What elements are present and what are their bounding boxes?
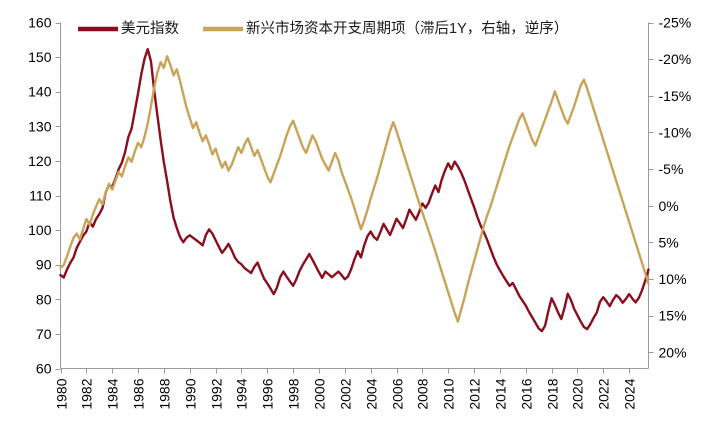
chart-series-lines [59, 47, 650, 333]
series-line-1 [59, 47, 650, 333]
x-axis-tick-label: 1990 [183, 378, 199, 409]
left-axis-tick-labels: 160 150 140 130 120 110 100 90 80 70 60 [28, 15, 52, 377]
left-axis-tick-label: 100 [28, 222, 52, 238]
x-axis-tick-label: 1988 [157, 378, 173, 409]
left-axis-tick-label: 150 [28, 49, 52, 65]
x-axis-tick-label: 1998 [286, 378, 302, 409]
x-axis-tick-label: 1996 [260, 378, 276, 409]
x-axis-tick-label: 2006 [390, 378, 406, 409]
x-axis-tick-label: 2024 [622, 378, 638, 409]
legend-label: 新兴市场资本开支周期项（滞后1Y，右轴，逆序） [246, 20, 568, 37]
x-axis-tick-label: 2016 [519, 378, 535, 409]
x-axis-tick-label: 2020 [570, 378, 586, 409]
left-axis-tick-label: 120 [28, 153, 52, 169]
x-axis-tick-label: 2014 [493, 378, 509, 409]
right-axis-tick-label: 5% [659, 234, 679, 250]
legend-item-1[interactable]: 美元指数 [78, 20, 179, 37]
right-axis-tick-labels: -25% -20% -15% -10% -5% 0% 5% 10% 15% 20% [659, 15, 692, 361]
x-axis-tick-label: 2000 [312, 378, 328, 409]
x-axis-tick-label: 1982 [79, 378, 95, 409]
right-axis-tick-label: -5% [659, 161, 684, 177]
x-axis-tick-label: 1994 [234, 378, 250, 409]
right-axis-tick-label: 10% [659, 271, 687, 287]
legend-label: 美元指数 [121, 20, 179, 37]
left-axis-tick-label: 60 [36, 361, 52, 377]
chart-legend: 美元指数 新兴市场资本开支周期项（滞后1Y，右轴，逆序） [78, 20, 568, 37]
x-axis-tick-label: 2008 [415, 378, 431, 409]
left-axis-tick-label: 140 [28, 84, 52, 100]
left-axis-tick-label: 110 [29, 188, 52, 204]
legend-item-2[interactable]: 新兴市场资本开支周期项（滞后1Y，右轴，逆序） [203, 20, 568, 37]
x-axis-tick-label: 1984 [105, 378, 121, 409]
left-axis-tick-label: 80 [36, 291, 52, 307]
x-axis-tick-label: 1980 [54, 378, 70, 409]
x-axis-tick-label: 2022 [596, 378, 612, 409]
x-axis-tick-label: 1986 [131, 378, 147, 409]
chart-axes [55, 22, 654, 370]
left-axis-tick-label: 90 [36, 257, 52, 273]
x-axis-tick-label: 1992 [209, 378, 225, 409]
series-line-2 [59, 55, 650, 323]
x-axis-tick-label: 2010 [441, 378, 457, 409]
left-axis-tick-label: 70 [36, 326, 52, 342]
x-axis-tick-label: 2002 [338, 378, 354, 409]
right-axis-tick-label: 0% [659, 198, 679, 214]
right-axis-tick-label: 20% [659, 344, 687, 360]
right-axis-tick-label: -20% [659, 51, 692, 67]
left-axis-tick-label: 130 [28, 118, 52, 134]
right-axis-tick-label: -10% [659, 124, 692, 140]
right-axis-tick-label: 15% [659, 308, 687, 324]
x-axis-tick-label: 2004 [364, 378, 380, 409]
right-axis-tick-label: -15% [659, 88, 692, 104]
right-axis-tick-label: -25% [659, 15, 692, 31]
left-axis-tick-label: 160 [28, 15, 52, 31]
x-axis-tick-labels: 1980 1982 1984 1986 1988 1990 1992 1994 1996 1998… [54, 368, 638, 410]
x-axis-tick-label: 2018 [545, 378, 561, 409]
x-axis-tick-label: 2012 [467, 378, 483, 409]
